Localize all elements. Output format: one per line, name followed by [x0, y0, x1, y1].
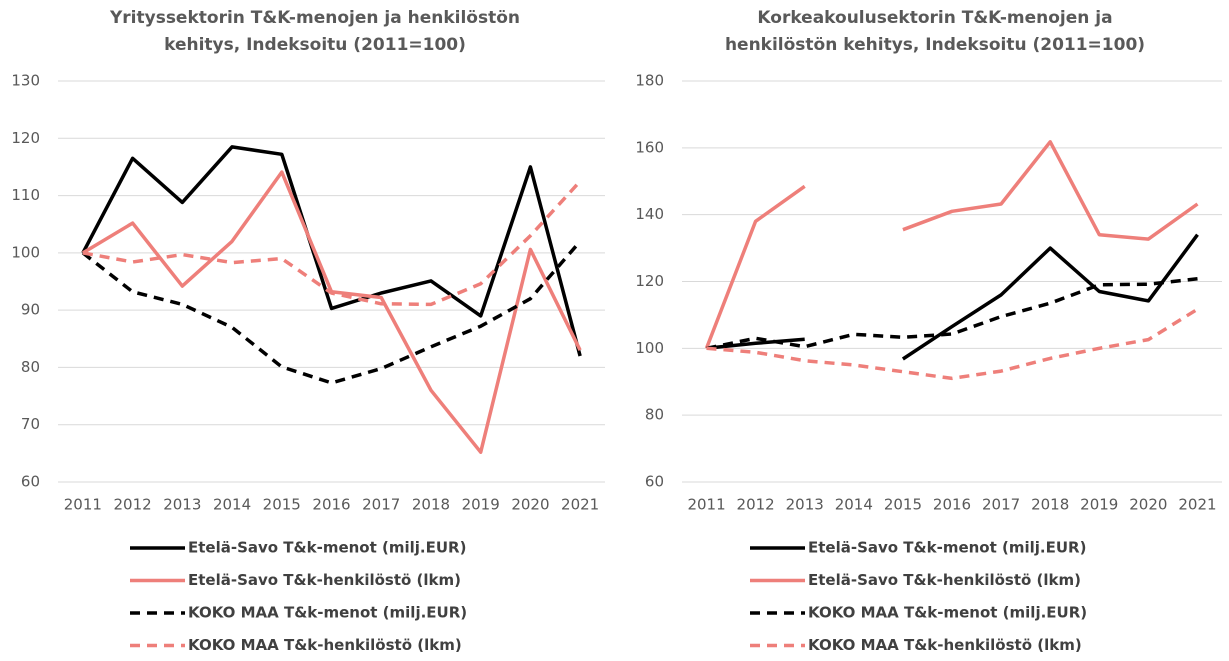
series-line [82, 180, 582, 307]
y-tick-label: 130 [11, 72, 40, 90]
y-tick-label: 80 [645, 406, 664, 424]
chart-title: henkilöstön kehitys, Indeksoitu (2011=10… [725, 35, 1145, 55]
x-tick-label: 2014 [213, 496, 251, 514]
legend-label: Etelä-Savo T&k-menot (milj.EUR) [188, 539, 466, 557]
chart-title: Korkeakoulusektorin T&K-menojen ja [757, 8, 1112, 28]
x-tick-label: 2021 [561, 496, 599, 514]
x-tick-label: 2012 [113, 496, 151, 514]
legend-label: Etelä-Savo T&k-henkilöstö (lkm) [808, 571, 1081, 589]
y-tick-label: 140 [635, 205, 664, 223]
chart-title: kehitys, Indeksoitu (2011=100) [164, 35, 466, 55]
y-tick-label: 60 [21, 473, 40, 491]
x-tick-label: 2016 [312, 496, 350, 514]
x-tick-label: 2014 [835, 496, 873, 514]
legend-label: Etelä-Savo T&k-henkilöstö (lkm) [188, 571, 461, 589]
y-tick-label: 100 [635, 339, 664, 357]
series-line [81, 145, 582, 357]
series-line [704, 140, 1199, 349]
x-tick-label: 2013 [163, 496, 201, 514]
x-tick-label: 2013 [786, 496, 824, 514]
x-tick-label: 2015 [884, 496, 922, 514]
x-tick-label: 2019 [462, 496, 500, 514]
x-tick-label: 2020 [1129, 496, 1167, 514]
y-tick-label: 120 [635, 272, 664, 290]
y-tick-label: 120 [11, 129, 40, 147]
legend-label: KOKO MAA T&k-menot (milj.EUR) [188, 604, 467, 622]
x-tick-label: 2011 [687, 496, 725, 514]
y-tick-label: 80 [21, 358, 40, 376]
x-tick-label: 2021 [1178, 496, 1216, 514]
x-tick-label: 2017 [362, 496, 400, 514]
x-tick-label: 2016 [933, 496, 971, 514]
x-tick-label: 2015 [263, 496, 301, 514]
series-line [706, 307, 1199, 381]
legend-label: KOKO MAA T&k-henkilöstö (lkm) [188, 636, 462, 654]
y-tick-label: 100 [11, 243, 40, 261]
y-tick-label: 180 [635, 72, 664, 90]
x-tick-label: 2018 [1031, 496, 1069, 514]
x-tick-label: 2017 [982, 496, 1020, 514]
legend-label: Etelä-Savo T&k-menot (milj.EUR) [808, 539, 1086, 557]
x-tick-label: 2011 [64, 496, 102, 514]
y-tick-label: 90 [21, 301, 40, 319]
series-line [706, 277, 1198, 351]
legend-label: KOKO MAA T&k-henkilöstö (lkm) [808, 636, 1082, 654]
series-line [82, 170, 582, 454]
x-tick-label: 2019 [1080, 496, 1118, 514]
y-tick-label: 70 [21, 415, 40, 433]
legend-label: KOKO MAA T&k-menot (milj.EUR) [808, 604, 1087, 622]
series-line [81, 240, 582, 385]
x-tick-label: 2020 [511, 496, 549, 514]
x-tick-label: 2012 [737, 496, 775, 514]
x-tick-label: 2018 [412, 496, 450, 514]
y-tick-label: 60 [645, 473, 664, 491]
chart-title: Yrityssektorin T&K-menojen ja henkilöstö… [109, 8, 520, 28]
series-line [706, 233, 1199, 361]
y-tick-label: 160 [635, 138, 664, 156]
y-tick-label: 110 [11, 186, 40, 204]
